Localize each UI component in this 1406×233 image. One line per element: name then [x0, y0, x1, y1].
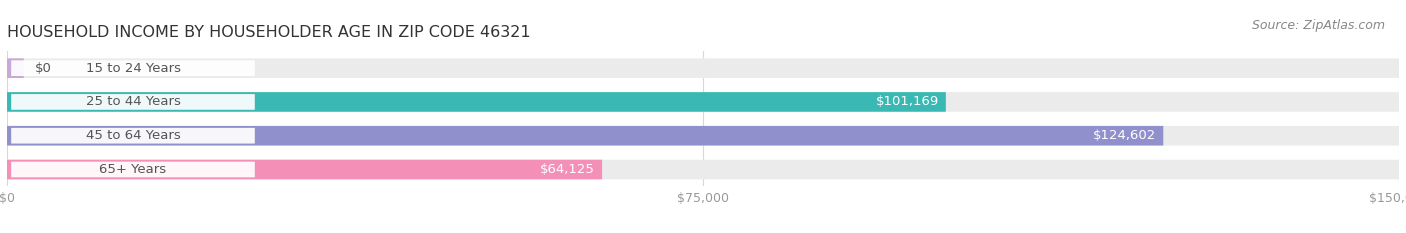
- FancyBboxPatch shape: [7, 92, 1399, 112]
- Text: $0: $0: [35, 62, 52, 75]
- FancyBboxPatch shape: [7, 58, 24, 78]
- FancyBboxPatch shape: [11, 128, 254, 144]
- Text: HOUSEHOLD INCOME BY HOUSEHOLDER AGE IN ZIP CODE 46321: HOUSEHOLD INCOME BY HOUSEHOLDER AGE IN Z…: [7, 25, 530, 40]
- Text: Source: ZipAtlas.com: Source: ZipAtlas.com: [1251, 19, 1385, 32]
- Text: 25 to 44 Years: 25 to 44 Years: [86, 96, 180, 108]
- FancyBboxPatch shape: [11, 94, 254, 110]
- FancyBboxPatch shape: [7, 160, 1399, 179]
- Text: 45 to 64 Years: 45 to 64 Years: [86, 129, 180, 142]
- Text: $101,169: $101,169: [876, 96, 939, 108]
- FancyBboxPatch shape: [7, 58, 1399, 78]
- FancyBboxPatch shape: [7, 126, 1399, 146]
- FancyBboxPatch shape: [7, 92, 946, 112]
- FancyBboxPatch shape: [7, 160, 602, 179]
- FancyBboxPatch shape: [7, 126, 1163, 146]
- Text: $64,125: $64,125: [540, 163, 595, 176]
- FancyBboxPatch shape: [11, 162, 254, 177]
- Text: 15 to 24 Years: 15 to 24 Years: [86, 62, 180, 75]
- Text: $124,602: $124,602: [1092, 129, 1156, 142]
- FancyBboxPatch shape: [11, 60, 254, 76]
- Text: 65+ Years: 65+ Years: [100, 163, 166, 176]
